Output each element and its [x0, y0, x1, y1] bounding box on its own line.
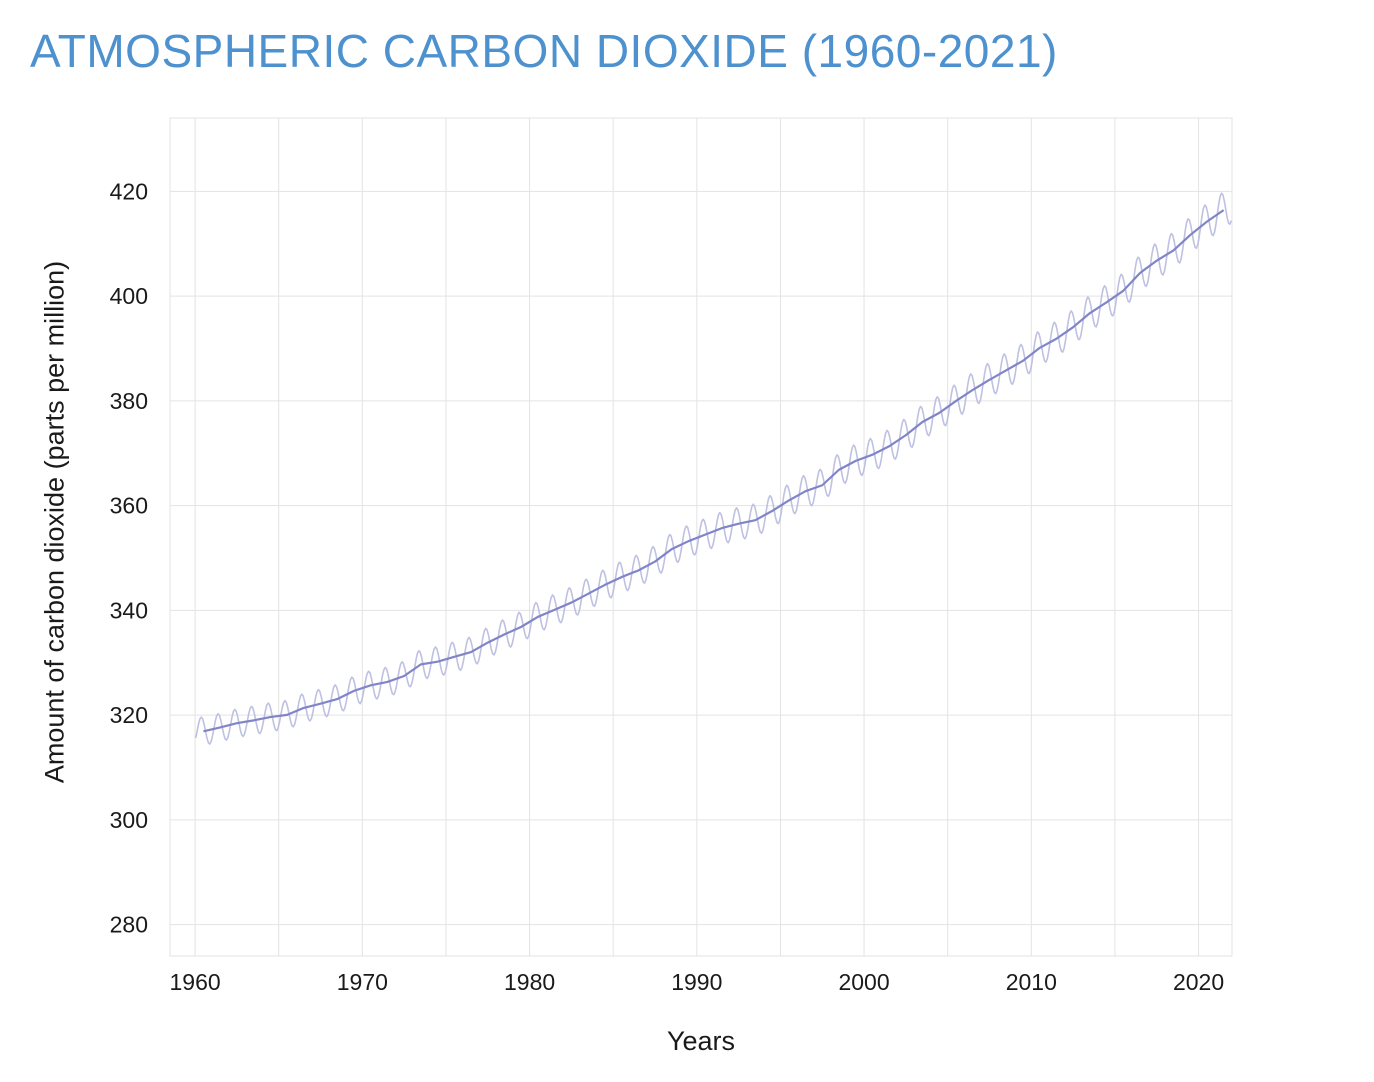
trend-series-line: [203, 209, 1225, 733]
x-tick-label: 1980: [504, 969, 555, 995]
y-tick-label: 340: [110, 597, 148, 623]
x-axis-label: Years: [666, 1026, 736, 1056]
x-tick-label: 1990: [671, 969, 722, 995]
y-tick-label: 320: [110, 702, 148, 728]
y-tick-label: 420: [110, 178, 148, 204]
x-tick-label: 1970: [337, 969, 388, 995]
chart-title: ATMOSPHERIC CARBON DIOXIDE (1960-2021): [30, 25, 1058, 77]
x-tick-label: 2010: [1006, 969, 1057, 995]
y-tick-label: 400: [110, 283, 148, 309]
x-tick-label: 1960: [170, 969, 221, 995]
tick-labels: 1960 1970 1980 1990 2000 2010 2020 280 300 320 340…: [110, 178, 1225, 995]
y-tick-label: 300: [110, 807, 148, 833]
y-tick-label: 280: [110, 912, 148, 938]
x-tick-label: 2000: [838, 969, 889, 995]
y-axis-label: Amount of carbon dioxide (parts per mill…: [39, 260, 70, 784]
x-tick-label: 2020: [1173, 969, 1224, 995]
seasonal-series-line: [194, 192, 1233, 745]
y-tick-label: 380: [110, 388, 148, 414]
y-tick-label: 360: [110, 493, 148, 519]
gridlines: [169, 117, 1233, 957]
